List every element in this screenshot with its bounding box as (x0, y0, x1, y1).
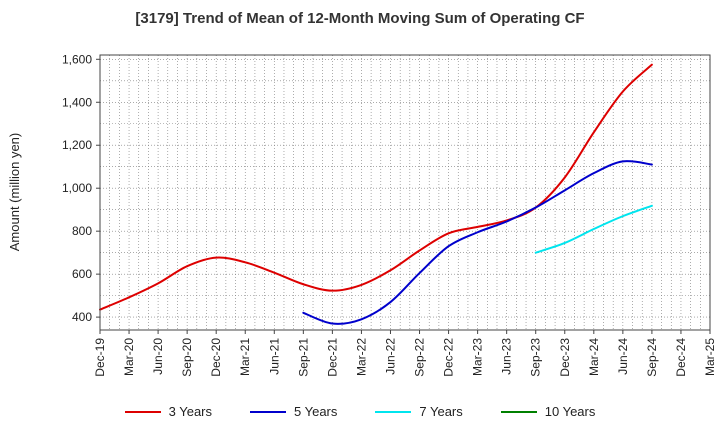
legend-item-10-years: 10 Years (500, 404, 596, 419)
series-lines (99, 63, 653, 325)
x-tick-label: Dec-23 (558, 338, 572, 377)
x-tick-label: Dec-22 (442, 338, 456, 377)
legend-item-5-years: 5 Years (250, 404, 337, 419)
x-tick-label: Sep-23 (529, 338, 543, 377)
legend-item-3-years: 3 Years (124, 404, 212, 419)
legend-swatch-10-years (500, 410, 537, 413)
x-tick-label: Mar-23 (471, 338, 485, 376)
y-axis: 400 600 800 1,000 1,200 1,400 1,600 (62, 52, 100, 324)
series-line-3-years (99, 63, 653, 311)
x-tick-label: Sep-20 (180, 338, 194, 377)
x-tick-label: Jun-20 (151, 338, 165, 375)
y-tick-label: 1,600 (62, 52, 92, 66)
x-tick-label: Dec-19 (93, 338, 107, 377)
series-line-7-years (534, 204, 653, 254)
x-tick-label: Mar-21 (238, 338, 252, 376)
y-tick-label: 1,200 (62, 138, 92, 152)
legend-label-10-years: 10 Years (544, 404, 596, 419)
legend-label-5-years: 5 Years (294, 404, 338, 419)
x-tick-label: Mar-25 (703, 338, 717, 376)
series-line-5-years (302, 160, 653, 325)
x-tick-label: Jun-22 (383, 338, 397, 375)
plot-frame (99, 54, 711, 331)
legend-swatch-3-years (124, 410, 161, 413)
x-tick-label: Dec-24 (674, 338, 688, 377)
x-tick-label: Mar-22 (354, 338, 368, 376)
x-tick-label: Jun-21 (267, 338, 281, 375)
y-tick-label: 1,400 (62, 95, 92, 109)
y-tick-label: 800 (72, 224, 92, 238)
chart-title: [3179] Trend of Mean of 12-Month Moving … (135, 10, 585, 27)
x-tick-label: Jun-23 (500, 338, 514, 375)
legend-label-3-years: 3 Years (168, 404, 212, 419)
y-tick-label: 1,000 (62, 181, 92, 195)
legend: 3 Years 5 Years 7 Years 10 Years (0, 404, 720, 419)
legend-swatch-5-years (250, 410, 286, 413)
x-tick-label: Dec-21 (325, 338, 339, 377)
x-tick-label: Sep-21 (296, 338, 310, 377)
x-tick-label: Sep-22 (413, 338, 427, 377)
x-axis: Dec-19 Mar-20 Jun-20 Sep-20 Dec-20 Mar-21 Jun-… (93, 330, 717, 377)
y-tick-label: 400 (72, 310, 92, 324)
x-tick-label: Mar-20 (122, 338, 136, 376)
y-tick-label: 600 (72, 267, 92, 281)
legend-item-7-years: 7 Years (375, 404, 463, 419)
y-axis-label: Amount (million yen) (7, 133, 22, 252)
plot-background (100, 55, 710, 330)
x-tick-label: Jun-24 (616, 338, 630, 375)
grid-lines (99, 55, 711, 330)
legend-label-7-years: 7 Years (419, 404, 463, 419)
x-tick-label: Sep-24 (645, 338, 659, 377)
x-tick-label: Mar-24 (587, 338, 601, 376)
legend-swatch-7-years (375, 410, 412, 413)
x-tick-label: Dec-20 (209, 338, 223, 377)
